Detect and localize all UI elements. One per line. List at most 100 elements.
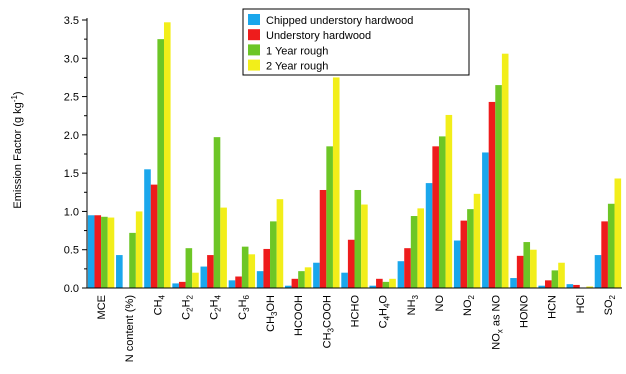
bar	[417, 208, 425, 288]
bar	[241, 246, 249, 288]
bar	[319, 189, 327, 288]
bar	[495, 85, 502, 288]
bar	[397, 261, 405, 288]
x-tick-label: NOx as NO	[490, 295, 504, 350]
bar	[129, 232, 136, 288]
bar	[425, 183, 433, 288]
legend-swatch	[248, 29, 260, 41]
bar	[150, 184, 158, 288]
bar	[501, 53, 509, 288]
bar	[347, 239, 355, 288]
x-tick-label: MCE	[96, 295, 108, 319]
legend-swatch	[248, 14, 260, 25]
x-tick-label: NO	[434, 295, 446, 312]
bar	[200, 266, 208, 288]
bar	[586, 286, 593, 288]
legend-entry: Understory hardwood	[266, 30, 371, 42]
bar	[213, 137, 221, 288]
bar	[291, 278, 299, 288]
bar	[488, 101, 496, 289]
bar	[460, 220, 468, 288]
bar	[332, 77, 340, 289]
legend: Chipped understory hardwood Understory ha…	[242, 8, 470, 76]
bar	[135, 211, 143, 288]
y-tick-label: 3.5	[64, 15, 79, 27]
bar	[94, 215, 102, 288]
y-tick-label: 1.0	[64, 206, 79, 218]
y-tick-label: 2.5	[64, 92, 79, 104]
bar	[341, 272, 348, 288]
legend-box	[242, 8, 470, 76]
y-tick-label: 2.0	[64, 130, 79, 142]
bar	[276, 199, 284, 288]
y-tick-label: 0.5	[64, 245, 79, 257]
bar	[87, 215, 95, 288]
y-tick-label: 1.5	[64, 168, 79, 180]
x-tick-label: C3H6	[237, 294, 251, 319]
bar	[538, 285, 546, 288]
x-tick-label: HONO	[518, 295, 530, 328]
bar	[185, 248, 193, 288]
bar	[163, 22, 171, 289]
bar	[601, 221, 608, 288]
bar	[516, 255, 524, 288]
bar	[263, 248, 271, 288]
bar	[594, 255, 602, 288]
x-tick-label: HCN	[547, 295, 559, 319]
bar	[144, 169, 151, 288]
bar	[235, 276, 242, 288]
x-axis: MCE N content (%) CH4 C2H2 C2H4 C3H6 CH3OH HCOO…	[87, 287, 622, 362]
bar	[382, 281, 390, 288]
bar	[551, 270, 559, 288]
y-axis-label: Emission Factor (g kg-1)	[10, 91, 24, 208]
bar	[284, 285, 292, 288]
x-tick-label: N content (%)	[124, 295, 136, 362]
x-tick-label: CH4	[152, 294, 166, 315]
bar	[545, 280, 552, 288]
legend-entry: Chipped understory hardwood	[266, 15, 413, 27]
x-tick-label: C2H4	[209, 294, 223, 319]
x-tick-label: C4H4O	[378, 295, 392, 329]
bar	[369, 285, 377, 288]
bar	[192, 272, 199, 288]
bar	[523, 242, 531, 288]
bar	[376, 278, 383, 288]
bar	[453, 240, 461, 288]
bar	[354, 189, 362, 288]
bar	[614, 178, 622, 288]
x-tick-label: CH3OH	[265, 295, 279, 332]
bar	[157, 39, 164, 288]
bar	[445, 114, 453, 288]
x-tick-label: NO2	[462, 294, 476, 316]
bar	[207, 255, 214, 288]
bar	[432, 146, 439, 288]
bar	[467, 209, 474, 288]
legend-entry: 1 Year rough	[266, 45, 328, 57]
bar	[510, 278, 517, 288]
bar	[326, 146, 333, 288]
bar	[304, 267, 312, 288]
bar	[566, 284, 574, 288]
bar	[270, 221, 277, 288]
x-tick-label: HCOOH	[293, 295, 305, 336]
x-tick-label: NH3	[406, 294, 420, 315]
bar	[438, 136, 446, 288]
bar	[361, 204, 368, 288]
y-axis: 0.0 0.5 1.0 1.5 2.0 2.5 3.0 3.5	[64, 15, 88, 295]
bar	[389, 278, 396, 288]
bar	[298, 271, 305, 288]
bar	[530, 249, 537, 288]
bar	[220, 207, 227, 288]
bars	[87, 22, 622, 289]
legend-swatch	[248, 44, 260, 56]
bar	[404, 248, 411, 288]
x-tick-label: HCHO	[350, 295, 362, 328]
bar	[248, 254, 256, 288]
bar	[607, 203, 615, 288]
bar	[107, 217, 115, 288]
bar	[172, 283, 179, 288]
bar	[116, 255, 123, 288]
bar	[473, 193, 481, 288]
bar	[256, 271, 264, 288]
